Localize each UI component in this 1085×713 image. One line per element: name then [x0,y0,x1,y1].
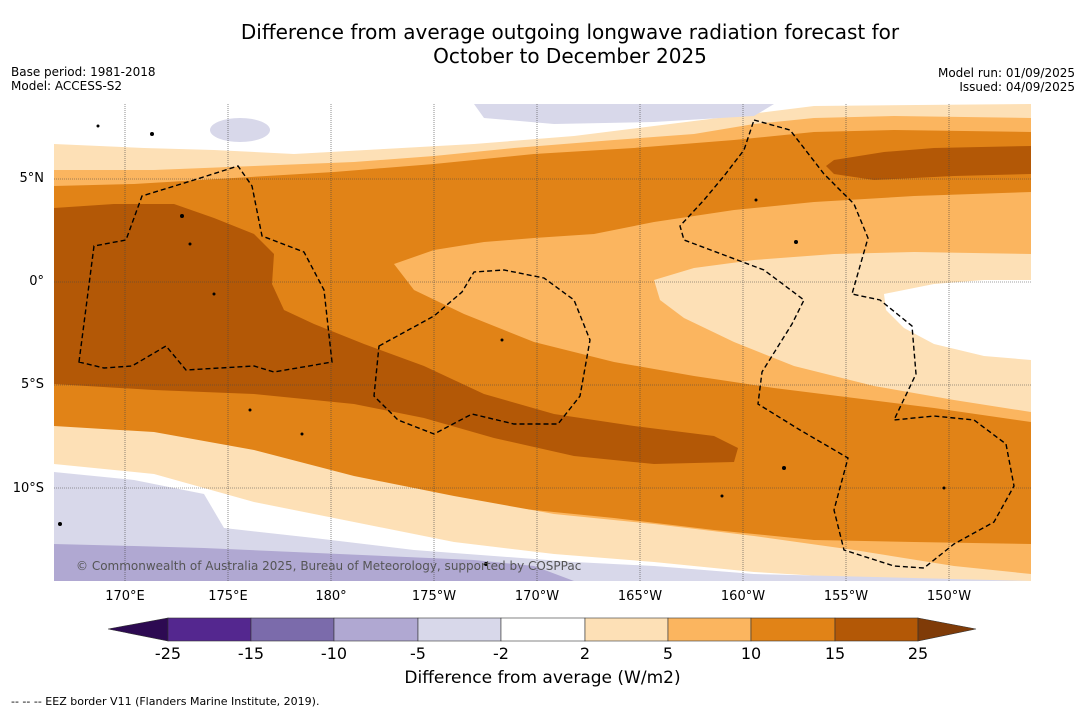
colorbar-bin-7 [667,617,752,642]
colorbar-bin-2 [250,617,335,642]
colorbar-tick: -25 [154,644,182,663]
contour-minus-5-blob [210,118,270,142]
colorbar-bin-9 [834,617,919,642]
colorbar-bin-8 [750,617,836,642]
model-run: Model run: 01/09/2025 [937,66,1075,80]
colorbar-tick: -10 [320,644,348,663]
colorbar-bin-6 [584,617,669,642]
meta-right: Model run: 01/09/2025 Issued: 04/09/2025 [938,66,1075,94]
colorbar-tick: 15 [824,644,846,663]
map-title: Difference from average outgoing longwav… [0,20,1085,68]
colorbar-extend-high [917,617,977,642]
eez-kiribati-line [679,119,1015,569]
contour-15-25-northeast [826,146,1031,180]
lon-label-170w: 170°W [514,589,560,604]
colorbar-tick: 10 [740,644,762,663]
title-line-2: October to December 2025 [433,44,707,68]
colorbar-tick: 25 [907,644,929,663]
colorbar-bin-4 [417,617,502,642]
colorbar-tick: 5 [662,644,674,663]
model-name: Model: ACCESS-S2 [11,79,123,93]
eez-borders [78,119,1015,569]
lat-label-5s: 5°S [20,377,44,392]
contour-minus-10 [54,544,574,581]
contour-15-25-west [54,204,738,464]
colorbar-bin-1 [167,617,252,642]
colorbar-bin-5 [500,617,586,642]
eez-legend-note: -- -- -- EEZ border V11 (Flanders Marine… [11,695,320,708]
lat-label-0: 0° [29,274,44,289]
colorbar-tick: -5 [410,644,426,663]
issued-date: Issued: 04/09/2025 [959,80,1075,94]
colorbar-tick: -2 [493,644,509,663]
map-panel [54,104,1031,581]
gridlines [54,104,1031,581]
base-period: Base period: 1981-2018 [11,65,156,79]
lon-label-150w: 150°W [926,589,972,604]
lon-label-165w: 165°W [617,589,663,604]
colorbar-title: Difference from average (W/m2) [404,668,681,688]
eez-kiribati-gilberts [78,165,333,373]
title-line-1: Difference from average outgoing longwav… [240,20,900,44]
colorbar-tick: -15 [237,644,265,663]
eez-howland-baker [373,269,591,435]
lon-label-170e: 170°E [105,589,145,604]
contour-neutral-east [884,280,1031,360]
olr-anomaly-map [54,104,1031,581]
lon-label-180: 180° [315,589,347,604]
island-dots [58,124,946,566]
lat-label-5n: 5°N [19,171,45,186]
meta-left: Base period: 1981-2018 Model: ACCESS-S2 [11,65,156,93]
colorbar [108,617,977,642]
colorbar-extend-low [108,617,169,642]
lat-label-10s: 10°S [12,481,44,496]
lon-label-160w: 160°W [720,589,766,604]
lon-label-155w: 155°W [823,589,869,604]
lon-label-175e: 175°E [208,589,248,604]
lon-label-175w: 175°W [411,589,457,604]
contour-minus-5-north [474,104,774,124]
colorbar-tick: 2 [579,644,591,663]
copyright-notice: © Commonwealth of Australia 2025, Bureau… [76,559,582,573]
colorbar-bin-3 [333,617,419,642]
